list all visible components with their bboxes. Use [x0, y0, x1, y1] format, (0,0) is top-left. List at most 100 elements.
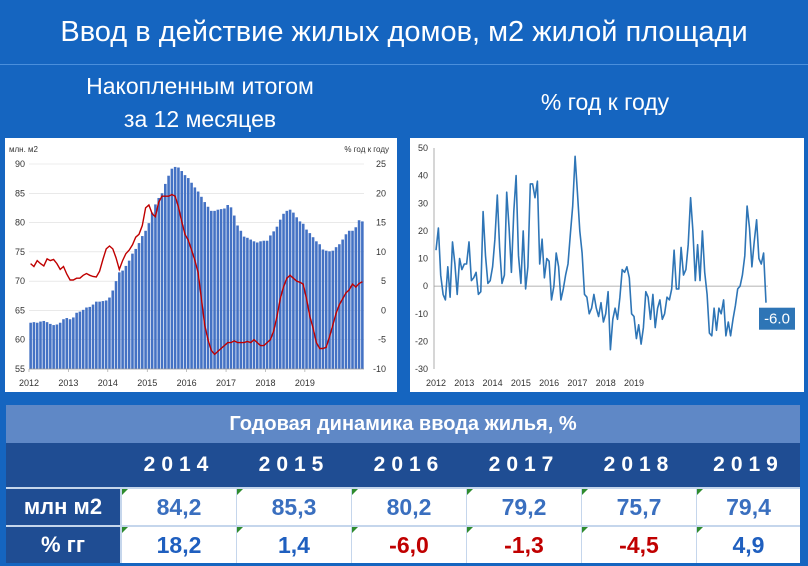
- x-tick-label: 2018: [255, 378, 275, 388]
- y-tick-right: 10: [376, 247, 386, 257]
- bar: [226, 205, 229, 369]
- right-axis-label: % год к году: [344, 145, 389, 154]
- y-tick: 0: [423, 281, 428, 291]
- bar: [311, 237, 315, 369]
- bar: [75, 312, 78, 369]
- bar: [98, 301, 101, 369]
- x-tick-label: 2015: [511, 378, 531, 388]
- cell-corner-marker: [352, 489, 358, 495]
- cell-corner-marker: [697, 489, 703, 495]
- cell-corner-marker: [467, 527, 473, 533]
- bar: [45, 322, 49, 369]
- bar: [357, 220, 361, 369]
- bar: [282, 213, 285, 369]
- bar: [334, 247, 338, 369]
- cell-corner-marker: [467, 489, 473, 495]
- y-tick-right: 20: [376, 188, 386, 198]
- cell-corner-marker: [582, 489, 588, 495]
- bar: [255, 242, 259, 369]
- year-header: 2018: [603, 453, 675, 476]
- bar: [203, 202, 207, 369]
- bar: [288, 209, 292, 369]
- bar: [229, 207, 233, 369]
- bar: [88, 306, 92, 369]
- bar: [341, 239, 344, 369]
- table-cell: 4,9: [697, 527, 800, 563]
- left-chart-panel: млн. м2 % год к году 55 60 65 70 75 80 85 90 -10 -5…: [5, 138, 397, 392]
- y-tick-left: 75: [15, 247, 25, 257]
- bar: [160, 193, 164, 369]
- bar: [29, 322, 32, 369]
- bar: [72, 317, 75, 369]
- bar: [301, 223, 305, 369]
- bar: [318, 244, 321, 369]
- table-cell: 79,2: [467, 489, 581, 525]
- x-tick-label: 2014: [483, 378, 503, 388]
- table-cell: 1,4: [237, 527, 351, 563]
- bar: [81, 309, 85, 369]
- subtitle-right: % год к году: [540, 89, 670, 115]
- bar: [121, 270, 124, 369]
- annual-table: Годовая динамика ввода жилья, % 2014 2015…: [6, 405, 800, 563]
- y-tick-left: 60: [15, 335, 25, 345]
- cell-corner-marker: [697, 527, 703, 533]
- y-tick-right: -10: [373, 364, 386, 374]
- bar: [259, 241, 262, 369]
- bar: [55, 324, 59, 369]
- bar: [134, 248, 138, 369]
- page-title: Ввод в действие жилых домов, м2 жилой пл…: [60, 15, 748, 48]
- bar: [200, 196, 203, 369]
- bar: [52, 325, 55, 369]
- header-divider: [0, 64, 808, 65]
- bar: [193, 187, 197, 369]
- bar: [216, 209, 220, 369]
- bar: [35, 322, 39, 369]
- bar: [101, 301, 105, 369]
- bar: [114, 281, 118, 369]
- y-tick-right: 25: [376, 159, 386, 169]
- bar: [62, 319, 65, 369]
- bar: [265, 240, 269, 369]
- bar: [108, 297, 111, 369]
- bar: [344, 234, 348, 369]
- bar: [180, 171, 184, 369]
- bar: [118, 272, 121, 369]
- yoy-line-series: [30, 193, 363, 356]
- bar: [32, 322, 36, 369]
- table-cell: -6,0: [352, 527, 466, 563]
- accumulated-chart: млн. м2 % год к году 55 60 65 70 75 80 85 90 -10 -5…: [9, 145, 389, 388]
- bar: [58, 322, 62, 369]
- bar: [223, 208, 226, 369]
- year-header: 2014: [143, 453, 215, 476]
- bar: [295, 217, 298, 369]
- bar: [150, 212, 154, 369]
- yoy-line: [435, 155, 767, 351]
- bar: [170, 168, 174, 369]
- bar: [68, 319, 72, 369]
- table-cell: 79,4: [697, 489, 800, 525]
- bar: [95, 301, 98, 369]
- cell-corner-marker: [582, 527, 588, 533]
- bar: [328, 251, 331, 369]
- bar: [269, 235, 272, 369]
- bar: [196, 191, 200, 369]
- bar: [232, 215, 236, 369]
- bar: [186, 178, 190, 369]
- bar: [141, 236, 144, 369]
- table-cell: -4,5: [582, 527, 696, 563]
- y-tick: -20: [415, 336, 428, 346]
- cell-corner-marker: [352, 527, 358, 533]
- y-tick-left: 65: [15, 305, 25, 315]
- bar: [278, 219, 282, 369]
- bar: [85, 307, 88, 369]
- x-tick-label: 2019: [624, 378, 644, 388]
- y-tick: -10: [415, 309, 428, 319]
- y-tick-right: 15: [376, 218, 386, 228]
- bar: [78, 311, 82, 369]
- bar: [242, 236, 246, 369]
- bar: [347, 230, 351, 369]
- bar: [49, 323, 52, 369]
- bar: [190, 182, 193, 369]
- right-chart-panel: -30 -20 -10 0 10 20 30 40 50 -6.0 2012 2013 2014 2015…: [410, 138, 804, 392]
- cell-corner-marker: [237, 527, 243, 533]
